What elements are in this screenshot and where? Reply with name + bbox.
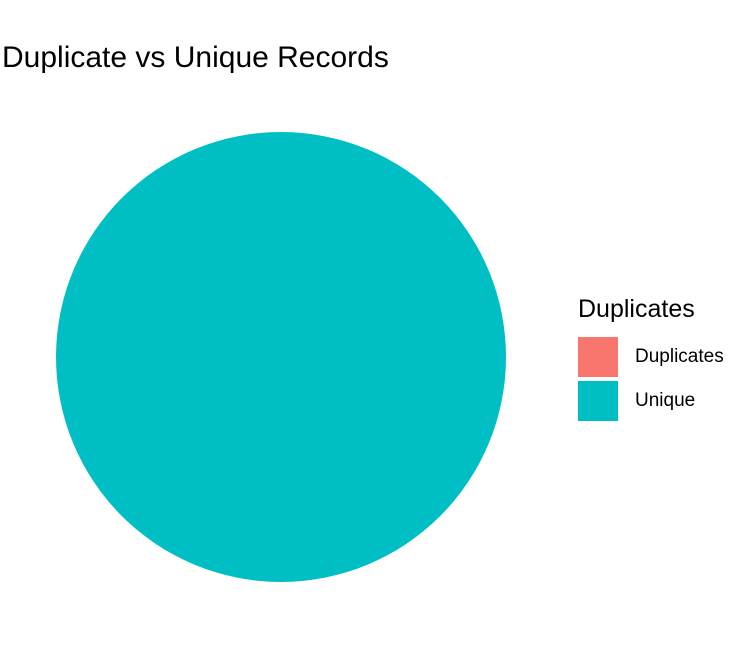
pie-slices: [56, 132, 506, 582]
legend: Duplicates Duplicates Unique: [578, 292, 724, 424]
legend-swatch-unique: [578, 381, 618, 421]
legend-label-unique: Unique: [635, 390, 696, 411]
legend-swatch-duplicates: [578, 337, 618, 377]
pie-slice-unique: [56, 132, 506, 582]
chart-title: Duplicate vs Unique Records: [2, 41, 389, 74]
legend-label-duplicates: Duplicates: [635, 346, 724, 367]
legend-title: Duplicates: [578, 295, 695, 323]
legend-item-duplicates: Duplicates: [578, 336, 724, 378]
legend-item-unique: Unique: [578, 380, 724, 422]
